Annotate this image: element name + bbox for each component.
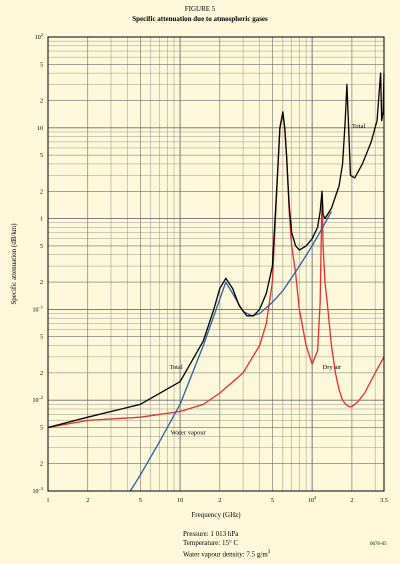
grid: [48, 37, 384, 491]
tick-label: 102: [308, 495, 316, 504]
annotation-label: Total: [169, 364, 182, 371]
tick-label: 5: [40, 335, 43, 341]
tick-label: 2: [40, 98, 43, 104]
tick-label: 2: [40, 189, 43, 195]
annotation-label: Water vapour: [171, 429, 207, 436]
tick-label: 10: [37, 126, 43, 132]
tick-label: 2: [40, 462, 43, 468]
tick-label: 5: [40, 153, 43, 159]
water-vapour-density-note: Water vapour density: 7.5 g/m3: [183, 548, 270, 559]
annotations: Total Total Dry air Water vapour: [169, 123, 365, 437]
tick-label: 10–2: [33, 395, 44, 404]
series-line-water-vapour: [129, 211, 333, 492]
series-line-total: [47, 72, 385, 429]
annotation-label: Dry air: [323, 364, 342, 371]
tick-label: 5: [40, 426, 43, 432]
pressure-note: Pressure: 1 013 hPa: [183, 530, 239, 538]
tick-label: 2: [86, 498, 89, 504]
tick-label: 5: [40, 62, 43, 68]
x-axis-label: Frequency (GHz): [191, 511, 241, 519]
tick-label: 2: [218, 498, 221, 504]
tick-label: 2: [350, 498, 353, 504]
y-axis-label: Specific attenuation (dB/km): [10, 223, 18, 305]
tick-label: 10: [177, 498, 183, 504]
tick-label: 1: [40, 217, 43, 223]
tick-label: 2: [40, 280, 43, 286]
temperature-note: Temperature: 15° C: [183, 539, 239, 547]
plot-frame: [47, 36, 385, 492]
tick-label: 102: [35, 32, 43, 41]
figure-code: 0676-05: [370, 542, 387, 547]
tick-label: 5: [40, 244, 43, 250]
series-layer: [47, 72, 385, 492]
figure-number: FIGURE 5: [185, 5, 216, 13]
water-vapour-density-exponent: 3: [267, 550, 271, 555]
chart-title: Specific attenuation due to atmospheric …: [132, 15, 268, 23]
tick-label: 2: [40, 371, 43, 377]
tick-label: 10–3: [33, 486, 44, 495]
tick-label: 10–1: [33, 304, 44, 313]
series-line-dry-air: [47, 113, 385, 429]
annotation-label: Total: [352, 123, 365, 130]
tick-label: 1: [47, 498, 50, 504]
tick-label: 5: [271, 498, 274, 504]
tick-label: 5: [139, 498, 142, 504]
water-vapour-density-text: Water vapour density: 7.5 g/m: [183, 550, 268, 559]
tick-label: 3.5: [380, 498, 388, 504]
